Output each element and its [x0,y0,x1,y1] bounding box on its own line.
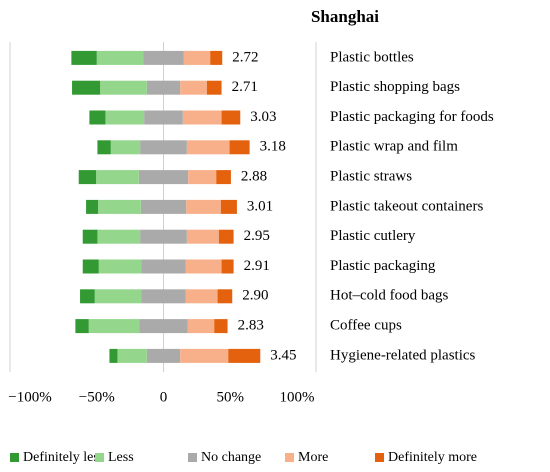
bar-segment [146,80,181,95]
bar-segment [140,140,187,155]
legend-label: No change [201,450,261,465]
bar-segment [220,199,237,214]
bar-segment [218,229,234,244]
legend-swatch [10,453,19,462]
bar-segment [221,110,241,125]
legend-label: Definitely more [388,450,477,465]
bar-segment [210,50,223,65]
bar-segment [183,50,211,65]
bar-segment [105,110,145,125]
bar-segment [146,348,181,363]
bar-segment [186,229,219,244]
bar-segment [97,229,141,244]
category-label: Plastic packaging [330,258,436,274]
bar-segment [88,319,140,334]
bar-segment [97,140,111,155]
category-label: Hot–cold food bags [330,288,448,304]
mean-label: 2.95 [244,228,270,244]
bar-segment [109,348,118,363]
legend-label: More [298,450,328,465]
bar-segment [98,259,142,274]
bar-segment [186,140,230,155]
bar-segment [96,170,139,185]
bar-segment [141,259,186,274]
bar-segment [187,319,215,334]
bar-segment [221,259,234,274]
bar-segment [185,289,218,304]
x-tick-label: 50% [217,389,245,405]
bar-segment [89,110,106,125]
bar-segment [228,348,261,363]
bar-segment [100,80,147,95]
mean-label: 3.18 [260,139,286,155]
mean-label: 2.71 [232,79,258,95]
legend-swatch [375,453,384,462]
bar-segment [140,199,187,214]
bar-segment [141,289,186,304]
mean-label: 2.72 [232,49,258,65]
mean-label: 3.01 [247,198,273,214]
bar-segment [82,259,99,274]
legend-swatch [285,453,294,462]
chart-title: Shanghai [311,7,379,26]
bar-segment [182,110,222,125]
bar-segment [94,289,142,304]
bar-segment [180,80,207,95]
legend-label: Definitely less [23,450,104,465]
bar-segment [138,170,189,185]
bar-segment [180,348,229,363]
mean-label: 2.88 [241,169,267,185]
bar-segment [86,199,99,214]
bar-segment [72,80,101,95]
bar-segment [217,289,233,304]
bar-segment [214,319,228,334]
bar-segment [139,319,188,334]
bar-segment [80,289,95,304]
bar-segment [117,348,147,363]
bar-segment [229,140,250,155]
category-label: Plastic packaging for foods [330,109,494,125]
category-label: Plastic takeout containers [330,198,483,214]
category-label: Plastic wrap and film [330,139,458,155]
legend-swatch [188,453,197,462]
category-label: Coffee cups [330,318,402,334]
bar-segment [185,259,222,274]
bar-segment [144,110,183,125]
x-tick-label: −50% [79,389,115,405]
mean-label: 2.90 [242,288,268,304]
bar-segment [186,199,221,214]
x-tick-label: 100% [280,389,315,405]
bar-segment [143,50,184,65]
mean-label: 2.83 [238,318,264,334]
bar-segment [96,50,144,65]
bar-segment [98,199,141,214]
mean-label: 2.91 [244,258,270,274]
mean-label: 3.45 [270,347,296,363]
bar-segment [188,170,217,185]
bar-segment [110,140,141,155]
bar-segment [216,170,231,185]
bar-segment [78,170,97,185]
category-label: Plastic cutlery [330,228,416,244]
legend-swatch [95,453,104,462]
bar-segment [206,80,222,95]
x-tick-label: 0 [160,389,168,405]
legend-label: Less [108,450,134,465]
category-label: Hygiene-related plastics [330,347,476,363]
bar-segment [82,229,98,244]
bar-segment [75,319,89,334]
category-label: Plastic shopping bags [330,79,460,95]
bar-segment [71,50,97,65]
x-tick-label: −100% [8,389,51,405]
bar-segment [140,229,187,244]
mean-label: 3.03 [250,109,276,125]
category-label: Plastic bottles [330,49,414,65]
category-label: Plastic straws [330,169,412,185]
